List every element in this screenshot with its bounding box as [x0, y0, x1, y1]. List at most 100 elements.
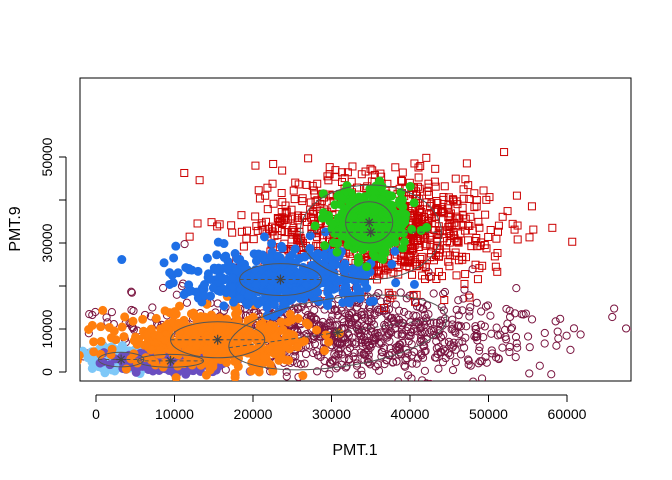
data-point — [228, 228, 237, 237]
data-point — [491, 262, 500, 271]
data-point — [397, 329, 406, 338]
data-point — [146, 324, 156, 334]
data-point — [251, 161, 260, 170]
data-point — [418, 376, 427, 381]
data-point — [454, 296, 463, 305]
data-point — [331, 172, 340, 181]
data-point — [494, 227, 503, 236]
center-star — [275, 274, 286, 285]
data-point — [202, 253, 212, 263]
data-point — [298, 197, 307, 206]
data-point — [480, 322, 489, 331]
data-point — [251, 212, 260, 221]
data-point — [106, 350, 116, 360]
data-point — [492, 323, 501, 332]
data-point — [102, 313, 111, 322]
data-point — [547, 370, 556, 379]
data-point — [353, 370, 362, 379]
center-star — [332, 327, 343, 338]
data-point — [298, 371, 308, 381]
data-point — [569, 324, 579, 333]
data-point — [195, 176, 204, 185]
data-point — [535, 361, 544, 370]
data-point — [371, 362, 380, 371]
data-point — [422, 222, 432, 232]
data-point — [246, 366, 256, 376]
data-point — [350, 348, 359, 358]
data-point — [180, 239, 189, 249]
data-point — [200, 280, 210, 290]
data-point — [444, 213, 453, 222]
data-point — [444, 257, 453, 266]
data-point — [505, 306, 514, 315]
data-point — [298, 194, 307, 203]
data-point — [511, 352, 520, 362]
cluster-3-points — [80, 291, 344, 381]
data-point — [420, 310, 429, 319]
data-point — [464, 181, 473, 190]
data-point — [310, 221, 320, 231]
data-point — [309, 348, 318, 358]
data-point — [400, 362, 410, 371]
data-point — [415, 206, 424, 215]
data-point — [344, 319, 354, 328]
data-point — [109, 326, 119, 336]
data-point — [427, 379, 434, 381]
data-point — [337, 350, 347, 359]
data-point — [409, 311, 418, 320]
data-point — [404, 337, 413, 346]
data-point — [540, 328, 549, 338]
data-point — [96, 322, 106, 332]
data-point — [282, 372, 291, 381]
data-point — [448, 320, 457, 329]
x-tick-label: 60000 — [548, 406, 587, 422]
data-point — [440, 314, 450, 323]
data-point — [326, 321, 335, 330]
data-point — [380, 216, 390, 226]
data-point — [227, 221, 236, 230]
data-point — [404, 310, 413, 319]
data-point — [281, 214, 290, 223]
data-point — [439, 289, 448, 299]
data-point — [332, 247, 342, 257]
data-point — [287, 212, 296, 221]
data-point — [168, 278, 178, 288]
data-point — [459, 185, 468, 194]
data-point — [251, 280, 261, 290]
data-point — [304, 154, 313, 163]
data-point — [471, 237, 480, 246]
data-point — [262, 303, 272, 313]
data-point — [127, 288, 137, 297]
data-point — [325, 293, 335, 303]
data-point — [432, 353, 441, 362]
data-point — [354, 257, 364, 267]
data-point — [400, 256, 409, 265]
data-point — [498, 212, 507, 221]
center-star — [165, 355, 176, 366]
data-point — [389, 316, 398, 325]
data-point — [313, 179, 322, 188]
data-point — [232, 253, 242, 263]
data-point — [474, 217, 483, 226]
data-point — [243, 290, 253, 300]
data-point — [562, 331, 571, 340]
data-point — [376, 254, 386, 264]
data-point — [84, 324, 94, 334]
data-point — [338, 314, 347, 324]
data-point — [127, 287, 136, 296]
data-point — [449, 341, 458, 350]
data-point — [393, 330, 402, 339]
center-star — [365, 227, 376, 238]
data-point — [138, 314, 148, 324]
data-point — [494, 221, 503, 230]
data-point — [477, 374, 487, 381]
data-point — [332, 351, 341, 360]
data-point — [402, 326, 411, 335]
data-point — [330, 305, 339, 314]
data-point — [525, 369, 534, 378]
data-point — [413, 354, 423, 363]
data-point — [366, 360, 375, 369]
data-point — [337, 192, 347, 202]
data-point — [412, 187, 421, 196]
